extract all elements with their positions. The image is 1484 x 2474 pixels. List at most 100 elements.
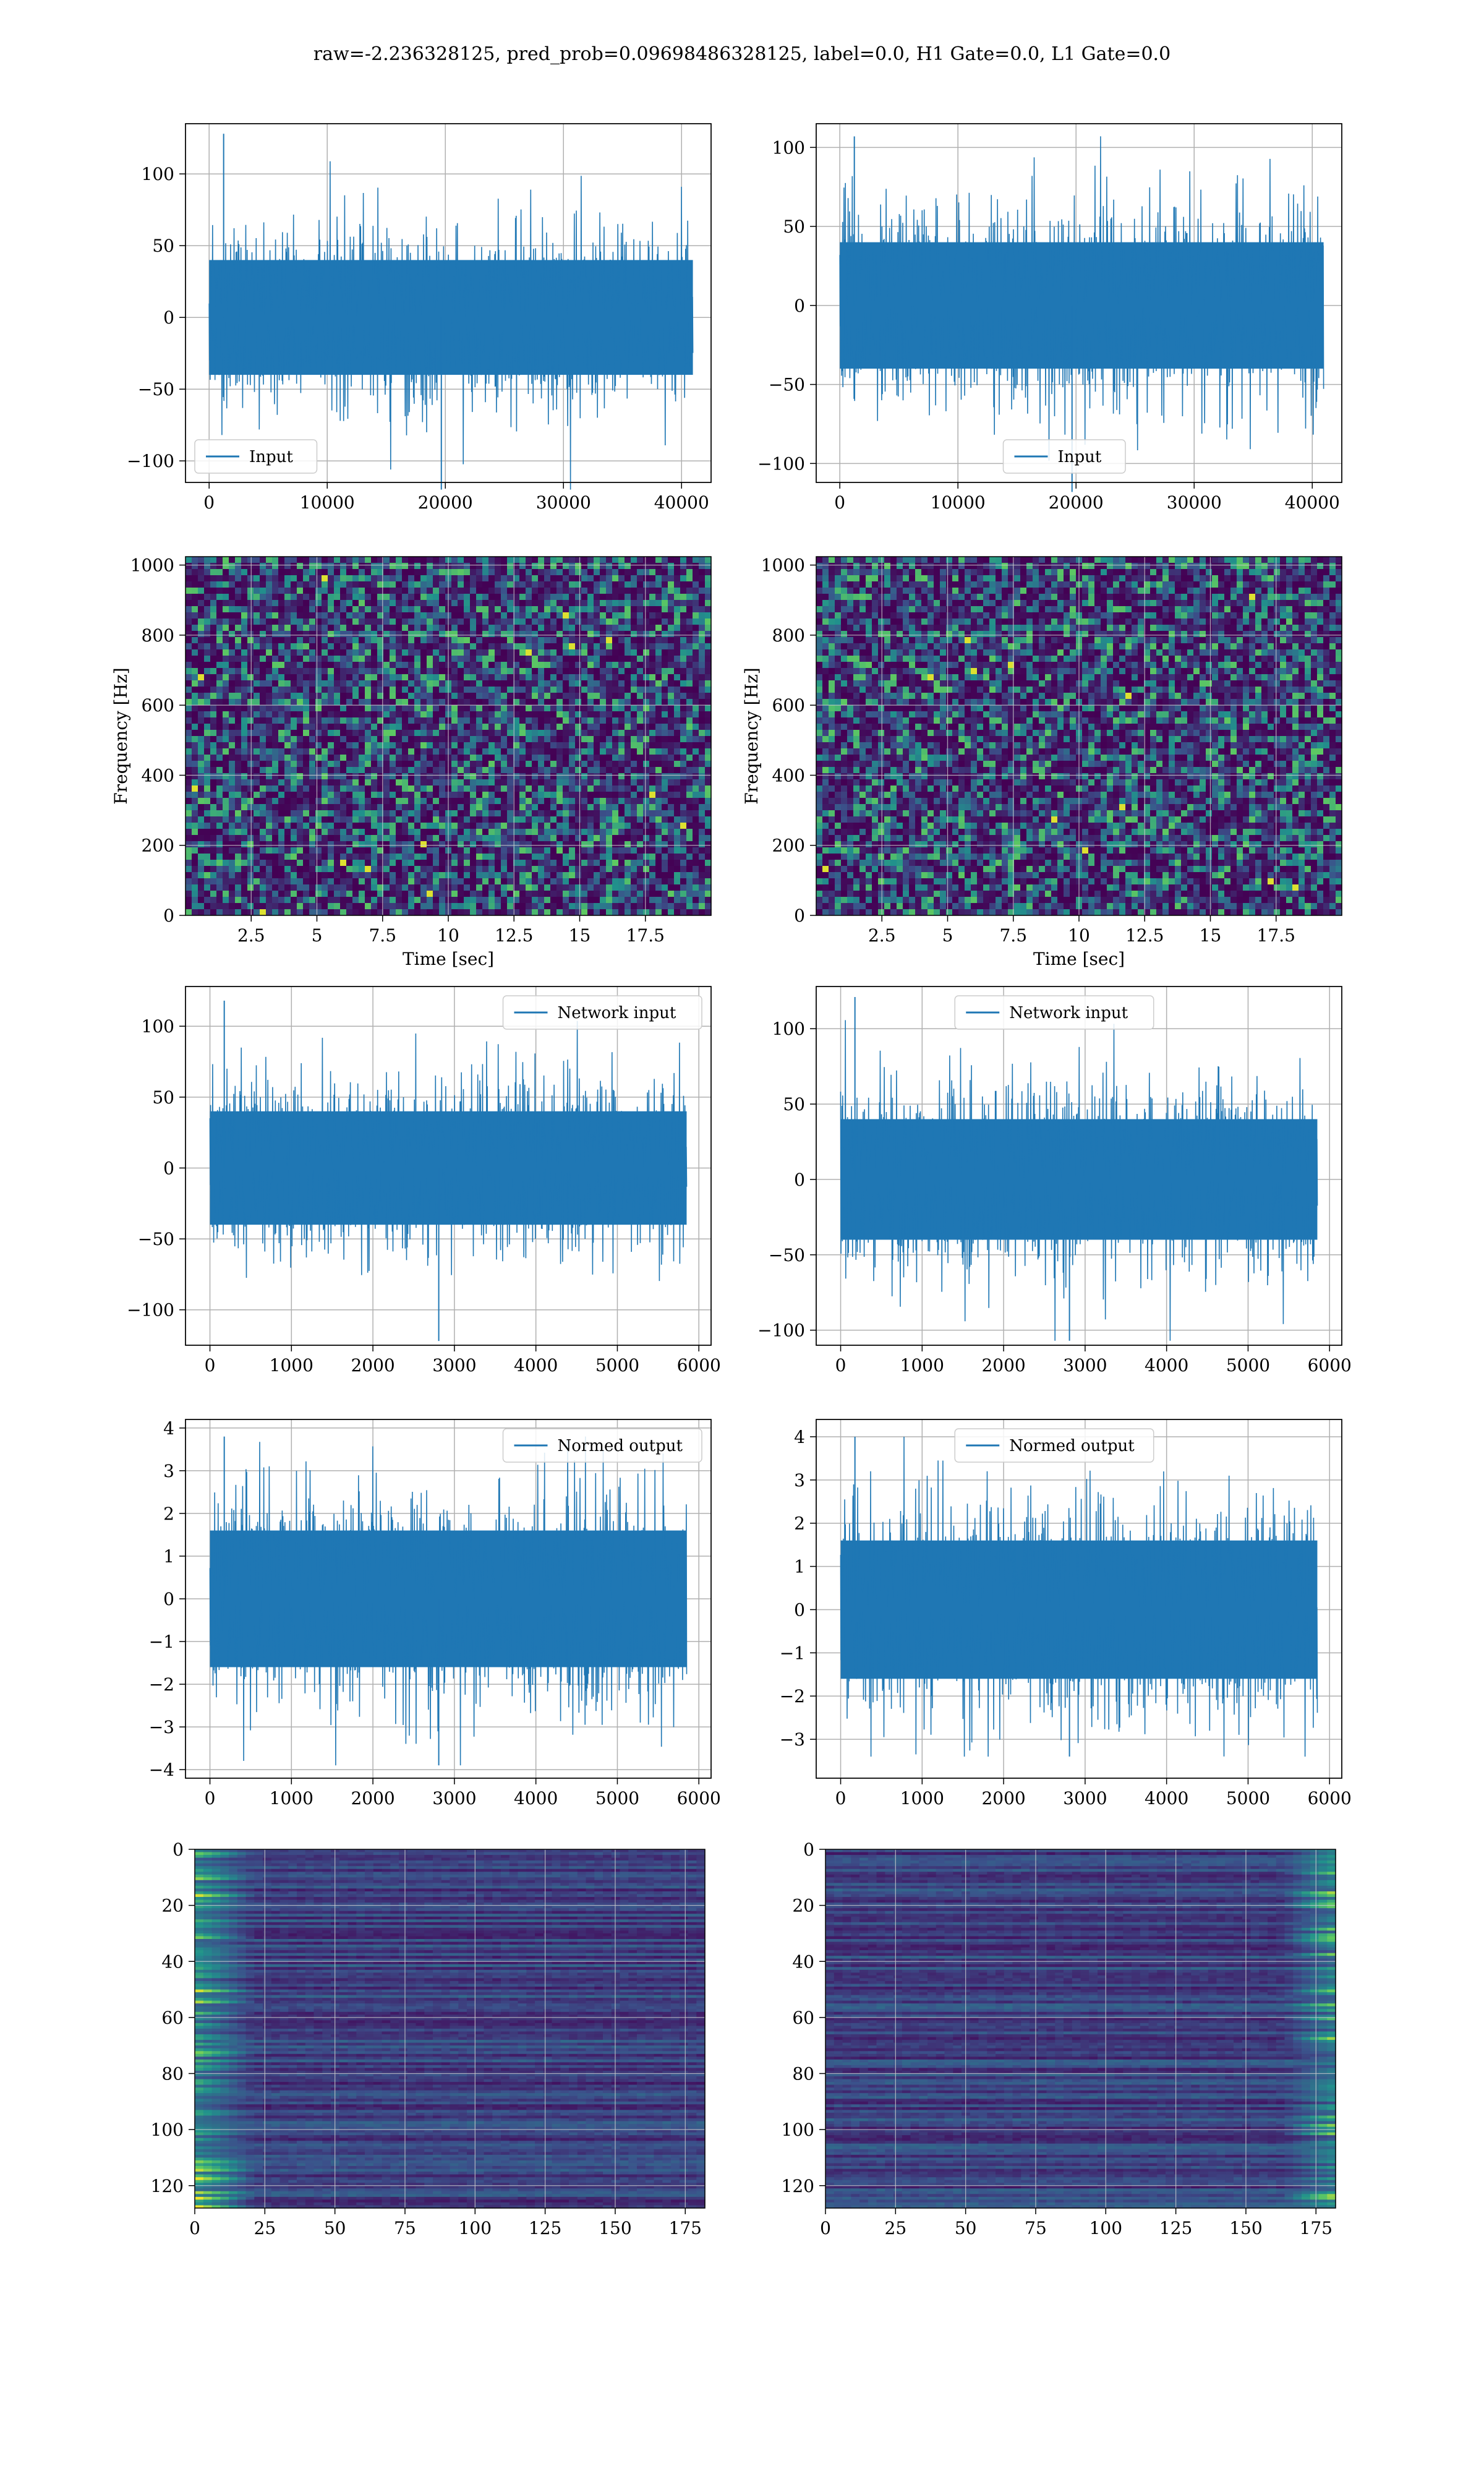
heatmap-cell — [303, 606, 310, 613]
heatmap-cell — [556, 841, 563, 848]
heatmap-cell — [223, 891, 229, 897]
heatmap-cell — [291, 736, 297, 743]
heatmap-cell — [260, 563, 267, 570]
heatmap-cell — [216, 724, 223, 730]
heatmap-cell — [322, 736, 328, 743]
heatmap-cell — [581, 872, 588, 879]
heatmap-cell — [427, 656, 433, 662]
heatmap-cell — [686, 711, 693, 718]
heatmap-cell — [482, 835, 489, 842]
heatmap-cell — [668, 656, 675, 662]
heatmap-cell — [470, 724, 477, 730]
heatmap-cell — [550, 612, 557, 619]
heatmap-cell — [507, 736, 514, 743]
heatmap-cell — [390, 773, 396, 780]
heatmap-cell — [544, 897, 551, 904]
heatmap-cell — [550, 569, 557, 576]
heatmap-cell — [532, 693, 539, 700]
heatmap-cell — [371, 860, 378, 867]
heatmap-cell — [371, 674, 378, 681]
heatmap-cell — [643, 575, 650, 582]
heatmap-cell — [420, 755, 427, 761]
heatmap-cell — [439, 878, 446, 885]
heatmap-cell — [365, 909, 372, 916]
heatmap-cell — [322, 557, 328, 563]
heatmap-cell — [371, 891, 378, 897]
heatmap-cell — [223, 829, 229, 836]
heatmap-cell — [643, 835, 650, 842]
heatmap-cell — [433, 674, 440, 681]
heatmap-cell — [655, 804, 662, 811]
heatmap-cell — [340, 662, 347, 669]
heatmap-cell — [223, 631, 229, 638]
heatmap-cell — [241, 588, 248, 594]
heatmap-cell — [192, 625, 198, 631]
heatmap-cell — [612, 581, 619, 588]
heatmap-cell — [229, 575, 236, 582]
heatmap-cell — [216, 854, 223, 860]
heatmap-cell — [408, 631, 415, 638]
heatmap-cell — [532, 711, 539, 718]
heatmap-cell — [594, 680, 600, 687]
heatmap-cell — [612, 816, 619, 823]
heatmap-cell — [550, 618, 557, 625]
heatmap-cell — [383, 625, 390, 631]
heatmap-cell — [272, 878, 279, 885]
heatmap-cell — [451, 656, 458, 662]
heatmap-cell — [680, 816, 687, 823]
heatmap-cell — [563, 872, 569, 879]
heatmap-cell — [532, 841, 539, 848]
heatmap-cell — [309, 736, 316, 743]
heatmap-cell — [612, 594, 619, 601]
heatmap-cell — [618, 711, 625, 718]
heatmap-cell — [223, 637, 229, 644]
heatmap-cell — [260, 668, 267, 675]
heatmap-cell — [272, 563, 279, 570]
heatmap-cell — [451, 631, 458, 638]
heatmap-cell — [649, 755, 656, 761]
heatmap-cell — [532, 569, 539, 576]
heatmap-cell — [390, 816, 396, 823]
heatmap-cell — [612, 656, 619, 662]
heatmap-cell — [674, 884, 681, 891]
heatmap-cell — [674, 575, 681, 582]
heatmap-cell — [352, 662, 359, 669]
heatmap-cell — [229, 779, 236, 786]
heatmap-cell — [223, 816, 229, 823]
heatmap-cell — [352, 656, 359, 662]
heatmap-cell — [260, 600, 267, 607]
heatmap-cell — [575, 662, 582, 669]
heatmap-cell — [680, 711, 687, 718]
heatmap-cell — [315, 779, 322, 786]
heatmap-cell — [476, 810, 483, 817]
heatmap-cell — [390, 680, 396, 687]
heatmap-cell — [705, 612, 712, 619]
heatmap-cell — [594, 730, 600, 737]
heatmap-cell — [223, 618, 229, 625]
heatmap-cell — [569, 773, 576, 780]
heatmap-cell — [495, 612, 501, 619]
heatmap-cell — [482, 767, 489, 774]
heatmap-cell — [625, 563, 631, 570]
heatmap-cell — [464, 674, 471, 681]
heatmap-cell — [488, 705, 495, 712]
heatmap-cell — [402, 810, 409, 817]
heatmap-cell — [519, 680, 526, 687]
heatmap-cell — [420, 816, 427, 823]
heatmap-cell — [414, 606, 421, 613]
heatmap-cell — [223, 711, 229, 718]
heatmap-cell — [451, 884, 458, 891]
heatmap-cell — [581, 878, 588, 885]
heatmap-cell — [625, 878, 631, 885]
heatmap-cell — [383, 581, 390, 588]
heatmap-cell — [284, 656, 291, 662]
heatmap-cell — [482, 829, 489, 836]
heatmap-cell — [346, 569, 353, 576]
heatmap-cell — [594, 557, 600, 563]
heatmap-cell — [272, 736, 279, 743]
heatmap-cell — [686, 878, 693, 885]
heatmap-cell — [519, 606, 526, 613]
heatmap-cell — [272, 804, 279, 811]
heatmap-cell — [359, 779, 365, 786]
heatmap-cell — [303, 779, 310, 786]
